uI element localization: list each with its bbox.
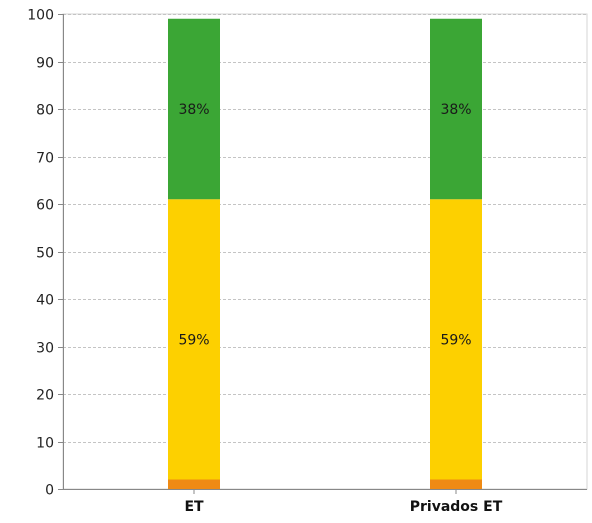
bar-segment [168, 199, 220, 480]
y-tick-label: 20 [36, 388, 54, 404]
y-tick-label: 50 [36, 246, 54, 262]
bars [168, 18, 482, 489]
y-tick-label: 100 [27, 8, 54, 24]
y-tick-label: 10 [36, 436, 54, 452]
y-tick-label: 90 [36, 56, 54, 72]
y-tick-label: 70 [36, 151, 54, 167]
y-tick-label: 30 [36, 341, 54, 357]
y-tick-label: 40 [36, 293, 54, 309]
y-tick-label: 80 [36, 103, 54, 119]
axes: 0 10 20 30 40 50 60 70 80 90 100 ET Privados ET [27, 8, 587, 515]
bar-segment [168, 479, 220, 489]
bar-segment [430, 479, 482, 489]
data-label: 59% [178, 332, 209, 348]
x-tick-label: ET [184, 499, 204, 515]
bar-segment [430, 18, 482, 200]
gridlines [62, 13, 588, 490]
y-tick-label: 60 [36, 198, 54, 214]
bar-segment [168, 18, 220, 200]
data-label: 38% [440, 102, 471, 118]
y-tick-label: 0 [45, 483, 54, 499]
data-label: 59% [440, 332, 471, 348]
bar-segment [430, 199, 482, 480]
x-tick-label: Privados ET [410, 499, 503, 515]
data-labels: 59% 38% 59% 38% [178, 102, 471, 348]
data-label: 38% [178, 102, 209, 118]
plot-area [62, 13, 588, 490]
